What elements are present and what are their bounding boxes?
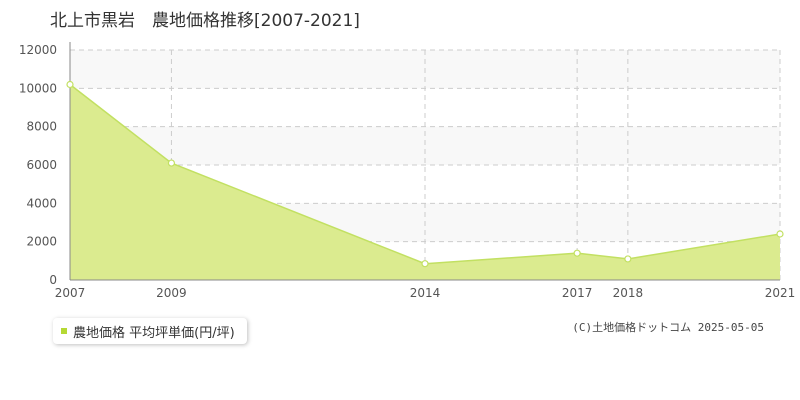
x-tick-label: 2021 (765, 286, 796, 300)
grid-lines (70, 49, 781, 280)
x-tick-label: 2007 (55, 286, 86, 300)
y-tick-label: 0 (49, 273, 57, 287)
chart-title: 北上市黒岩 農地価格推移[2007-2021] (50, 11, 360, 31)
data-point (624, 255, 632, 263)
y-tick-label: 2000 (26, 235, 57, 249)
y-tick-label: 4000 (26, 196, 57, 210)
y-tick-labels: 0 2000 4000 6000 8000 10000 12000 (19, 43, 57, 287)
legend-label: 農地価格 平均坪単価(円/坪) (73, 325, 235, 341)
y-tick-label: 12000 (19, 43, 57, 57)
data-points (66, 80, 784, 268)
data-point (421, 260, 429, 268)
legend-marker-icon (61, 328, 67, 334)
copyright-text: (C)土地価格ドットコム 2025-05-05 (572, 321, 764, 334)
data-point (66, 80, 74, 89)
y-tick-label: 8000 (26, 120, 57, 134)
data-point (167, 159, 176, 167)
y-tick-label: 6000 (26, 158, 57, 172)
data-point (776, 230, 784, 238)
x-tick-label: 2014 (410, 286, 441, 300)
series-line (69, 83, 781, 265)
x-tick-label: 2009 (156, 286, 187, 300)
y-tick-label: 10000 (19, 81, 57, 95)
legend: 農地価格 平均坪単価(円/坪) (53, 318, 247, 344)
series-area (70, 84, 780, 280)
x-tick-label: 2017 (562, 286, 593, 300)
data-point (573, 249, 581, 257)
x-tick-label: 2018 (613, 286, 644, 300)
x-tick-labels: 2007 2009 2014 2017 2018 2021 (55, 286, 796, 300)
